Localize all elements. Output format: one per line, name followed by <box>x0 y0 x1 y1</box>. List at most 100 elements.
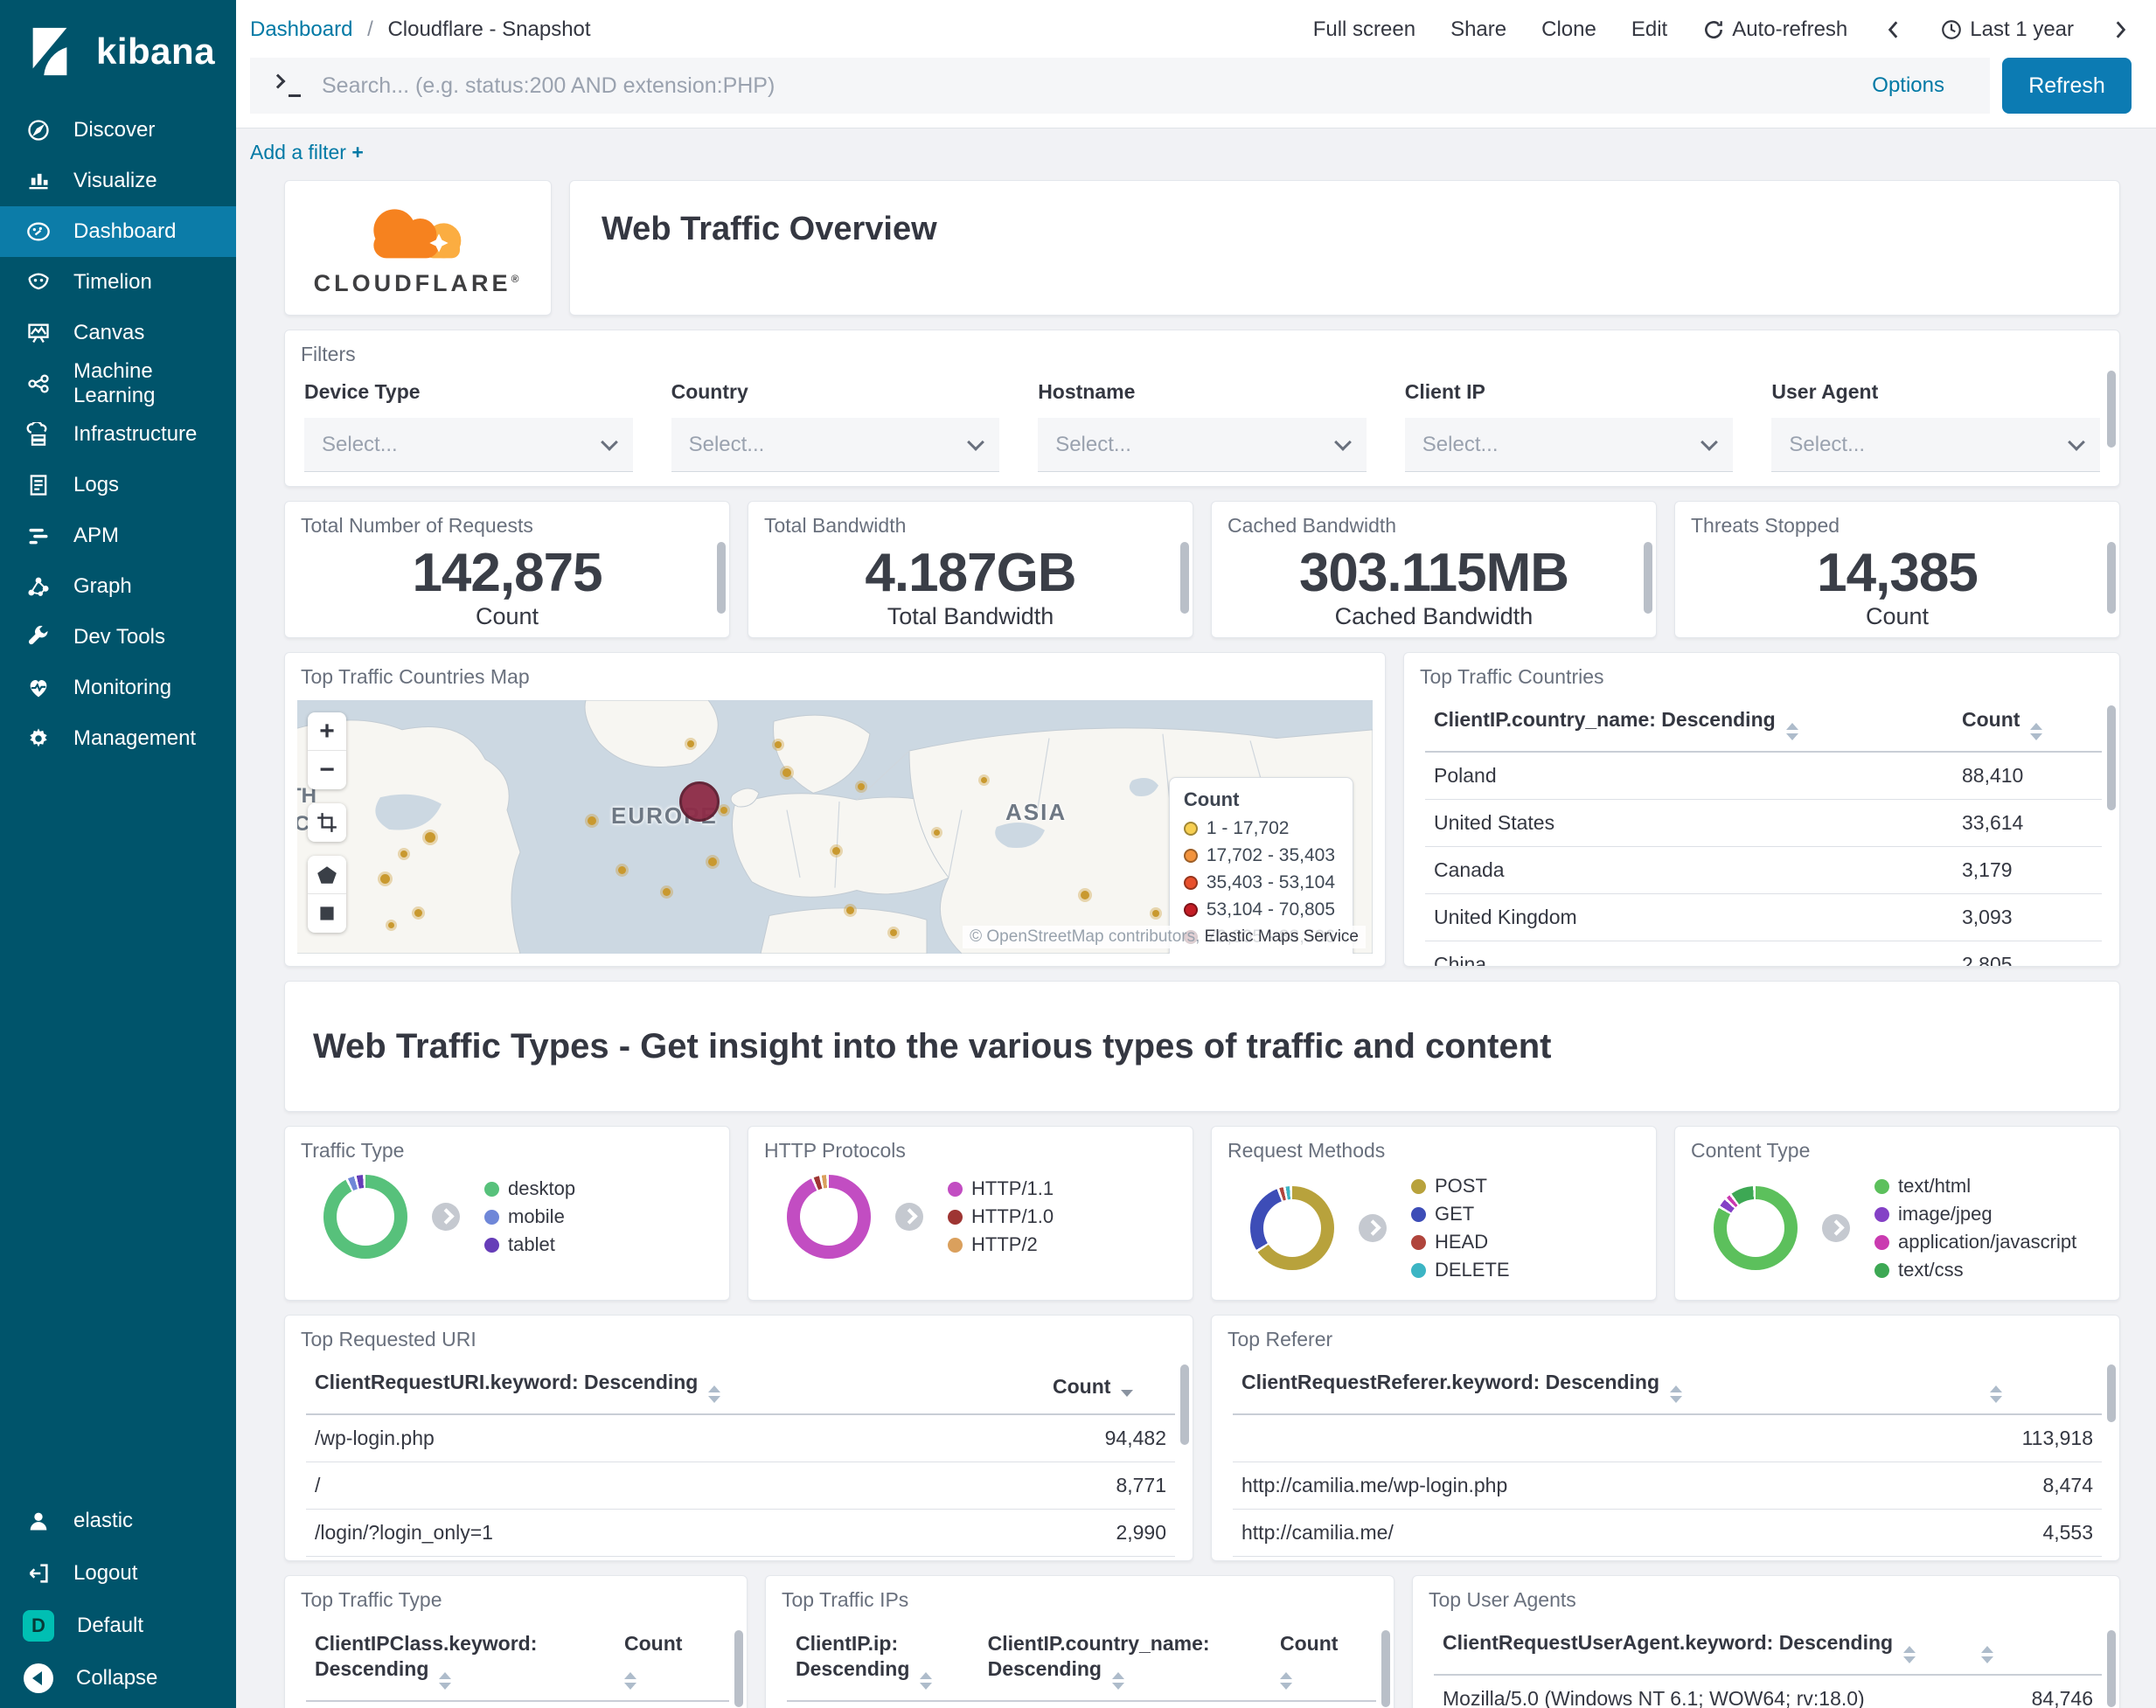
panel-scrollbar[interactable] <box>1180 542 1189 614</box>
map-zoom-out-button[interactable]: − <box>319 755 335 784</box>
legend-dot <box>1183 849 1198 863</box>
column-header-client-ip[interactable]: ClientIP.ip: Descending <box>787 1621 979 1702</box>
sidebar-user[interactable]: elastic <box>0 1495 236 1547</box>
sidebar-space-default[interactable]: D Default <box>0 1600 236 1652</box>
column-header-country[interactable]: ClientIP.country_name: Descending <box>1425 698 1953 753</box>
http-protocols-donut-chart[interactable] <box>787 1175 871 1259</box>
canvas-icon <box>28 323 49 344</box>
sidebar-item-infrastructure[interactable]: Infrastructure <box>0 409 236 460</box>
column-header-referer[interactable]: ClientRequestReferer.keyword: Descending <box>1233 1360 1971 1415</box>
legend-expand-icon[interactable] <box>1359 1214 1387 1242</box>
column-header-count[interactable]: Count <box>1271 1621 1376 1702</box>
user-agent-select[interactable]: Select... <box>1771 418 2100 472</box>
panel-scrollbar[interactable] <box>2107 1364 2116 1422</box>
breadcrumb-dashboard-link[interactable]: Dashboard <box>250 17 353 41</box>
country-select[interactable]: Select... <box>671 418 1000 472</box>
metric-label: Count <box>475 603 539 630</box>
traffic-type-donut-chart[interactable] <box>323 1175 407 1259</box>
sort-icon <box>1785 723 1798 740</box>
panel-cached-bandwidth: Cached Bandwidth 303.115MB Cached Bandwi… <box>1211 501 1657 638</box>
auto-refresh-button[interactable]: Auto-refresh <box>1702 17 1847 42</box>
column-header-user-agent[interactable]: ClientRequestUserAgent.keyword: Descendi… <box>1434 1621 1962 1676</box>
sidebar-item-logs[interactable]: Logs <box>0 460 236 510</box>
sidebar-item-graph[interactable]: Graph <box>0 561 236 612</box>
hostname-select[interactable]: Select... <box>1038 418 1367 472</box>
map-draw-rectangle-button[interactable] <box>308 894 346 933</box>
column-header-ip-class[interactable]: ClientIPClass.keyword: Descending <box>306 1621 616 1702</box>
map-zoom-in-button[interactable]: + <box>308 712 346 751</box>
panel-scrollbar[interactable] <box>1644 542 1652 614</box>
sidebar-item-management[interactable]: Management <box>0 713 236 764</box>
table-row: /8,771 <box>306 1462 1175 1510</box>
sort-icon <box>1981 1646 1993 1663</box>
search-input[interactable] <box>322 73 1850 99</box>
map-draw-polygon-button[interactable] <box>308 856 346 894</box>
panel-total-requests: Total Number of Requests 142,875 Count <box>284 501 730 638</box>
panel-scrollbar[interactable] <box>1381 1630 1390 1707</box>
map-fit-bounds-button[interactable] <box>308 803 346 842</box>
sidebar-item-machine-learning[interactable]: Machine Learning <box>0 358 236 409</box>
column-header-uri[interactable]: ClientRequestURI.keyword: Descending <box>306 1360 1044 1415</box>
legend-dot <box>1874 1206 1889 1222</box>
chevron-down-icon <box>967 433 985 451</box>
refresh-cycle-icon <box>1705 21 1723 39</box>
sidebar-item-apm[interactable]: APM <box>0 510 236 561</box>
client-ip-select[interactable]: Select... <box>1404 418 1734 472</box>
panel-top-countries: Top Traffic Countries ClientIP.country_n… <box>1403 652 2120 967</box>
column-header-count[interactable]: Count <box>1044 1360 1175 1415</box>
share-button[interactable]: Share <box>1450 17 1507 41</box>
sidebar-item-dev-tools[interactable]: Dev Tools <box>0 612 236 663</box>
kibana-logo[interactable]: kibana <box>0 0 236 105</box>
world-map[interactable]: TH IC EUROPE ASIA <box>297 700 1373 954</box>
column-header-count[interactable] <box>1971 1360 2102 1415</box>
legend-expand-icon[interactable] <box>895 1203 923 1231</box>
column-header-count[interactable]: Count <box>1953 698 2102 753</box>
filters-title: Filters <box>301 343 356 365</box>
clone-button[interactable]: Clone <box>1541 17 1596 41</box>
refresh-button[interactable]: Refresh <box>2002 58 2132 114</box>
panel-scrollbar[interactable] <box>1180 1364 1189 1445</box>
legend-dot <box>948 1237 963 1253</box>
table-row: United Kingdom 3,093 <box>1425 893 2102 941</box>
column-header-count[interactable] <box>1962 1621 2102 1676</box>
column-header-country[interactable]: ClientIP.country_name: Descending <box>978 1621 1271 1702</box>
panel-scrollbar[interactable] <box>2107 1630 2116 1707</box>
content-type-donut-chart[interactable] <box>1714 1186 1798 1270</box>
panel-scrollbar[interactable] <box>734 1630 743 1707</box>
sidebar-item-monitoring[interactable]: Monitoring <box>0 663 236 713</box>
sidebar-logout[interactable]: Logout <box>0 1547 236 1600</box>
device-type-select[interactable]: Select... <box>304 418 633 472</box>
panel-scrollbar[interactable] <box>2107 371 2116 448</box>
sidebar-item-dashboard[interactable]: Dashboard <box>0 206 236 257</box>
monitoring-icon <box>30 680 47 698</box>
legend-expand-icon[interactable] <box>432 1203 460 1231</box>
sidebar-item-timelion[interactable]: Timelion <box>0 257 236 308</box>
request-methods-donut-chart[interactable] <box>1250 1186 1334 1270</box>
sidebar-item-visualize[interactable]: Visualize <box>0 156 236 206</box>
sort-icon <box>1903 1646 1916 1663</box>
panel-scrollbar[interactable] <box>717 542 726 614</box>
sort-icon <box>920 1671 933 1690</box>
graph-icon <box>28 577 49 596</box>
panel-top-traffic-ips: Top Traffic IPs ClientIP.ip: Descending … <box>765 1575 1394 1708</box>
query-bar: Options <box>250 58 1990 114</box>
legend-expand-icon[interactable] <box>1822 1214 1850 1242</box>
table-row: 185.234.218.33Poland48,474 <box>787 1700 1376 1708</box>
panel-scrollbar[interactable] <box>2107 705 2116 810</box>
column-header-count[interactable]: Count <box>616 1621 729 1702</box>
map-bubble-poland[interactable] <box>679 781 720 822</box>
sidebar-collapse[interactable]: Collapse <box>0 1652 236 1705</box>
time-forward-button[interactable] <box>2109 18 2132 41</box>
edit-button[interactable]: Edit <box>1631 17 1668 41</box>
time-back-button[interactable] <box>1882 18 1905 41</box>
metric-value: 14,385 <box>1817 543 1979 603</box>
panel-scrollbar[interactable] <box>2107 542 2116 614</box>
sidebar-item-canvas[interactable]: Canvas <box>0 308 236 358</box>
time-range-picker[interactable]: Last 1 year <box>1940 17 2074 42</box>
full-screen-button[interactable]: Full screen <box>1312 17 1416 41</box>
panel-cloudflare-logo: CLOUDFLARE® <box>284 180 552 316</box>
sidebar-item-discover[interactable]: Discover <box>0 105 236 156</box>
panel-http-protocols-donut: HTTP Protocols HTTP/1.1 HTTP/1.0 HTTP/2 <box>748 1126 1193 1301</box>
query-options-link[interactable]: Options <box>1872 73 1944 97</box>
add-filter-button[interactable]: Add a filter + <box>250 141 364 163</box>
